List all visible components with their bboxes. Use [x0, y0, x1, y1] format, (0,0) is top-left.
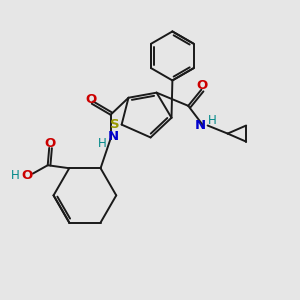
Text: N: N — [107, 130, 118, 143]
Text: H: H — [98, 136, 106, 150]
Text: O: O — [44, 137, 56, 150]
Text: O: O — [196, 79, 208, 92]
Text: S: S — [110, 118, 120, 131]
Text: O: O — [22, 169, 33, 182]
Text: N: N — [195, 119, 206, 132]
Text: O: O — [85, 93, 97, 106]
Text: H: H — [208, 114, 217, 127]
Text: H: H — [11, 169, 20, 182]
